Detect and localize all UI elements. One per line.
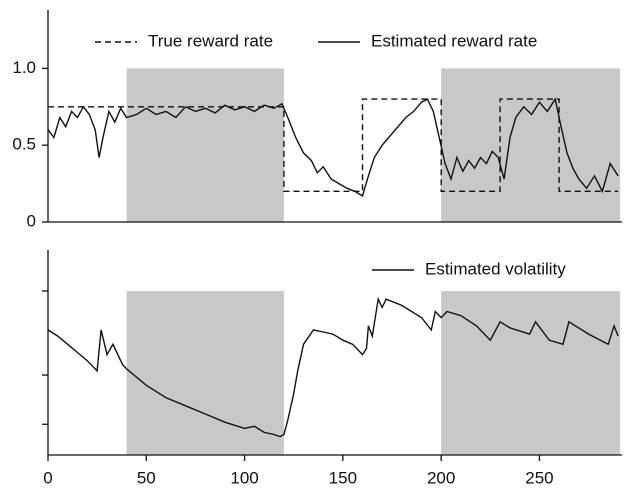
shaded-region — [441, 68, 621, 223]
y-tick-label: 0 — [27, 211, 36, 230]
y-tick-label: 0.5 — [12, 135, 36, 154]
y-tick-label: 1.0 — [12, 58, 36, 77]
legend-label: Estimated volatility — [425, 259, 566, 278]
series-line — [47, 296, 619, 438]
x-tick-label: 100 — [230, 468, 258, 487]
shaded-region — [441, 291, 621, 455]
x-tick-label: 50 — [137, 468, 156, 487]
legend-label: True reward rate — [148, 31, 273, 50]
x-tick-label: 150 — [329, 468, 357, 487]
x-tick-label: 250 — [525, 468, 553, 487]
x-tick-label: 200 — [427, 468, 455, 487]
legend-label: Estimated reward rate — [371, 31, 537, 50]
series-line — [47, 97, 619, 197]
x-tick-label: 0 — [43, 468, 52, 487]
shaded-region — [126, 68, 284, 223]
